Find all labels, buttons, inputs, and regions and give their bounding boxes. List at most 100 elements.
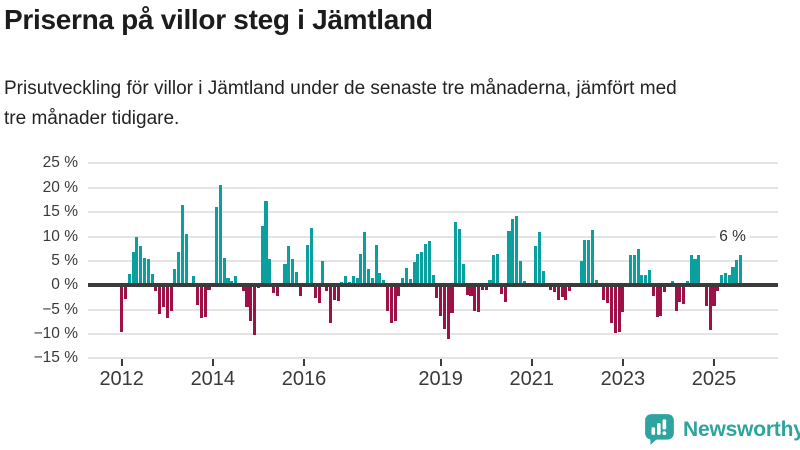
bar-2017-7 [370, 277, 374, 286]
x-axis-label: 2014 [190, 368, 236, 390]
bar-2021-3 [537, 231, 541, 286]
bar-2020-8 [511, 219, 515, 286]
y-axis-label: 25 % [42, 154, 78, 172]
bar-2013-6 [184, 234, 188, 286]
bar-2023-5 [636, 248, 640, 286]
bar-2018-12 [435, 285, 439, 299]
bar-2015-6 [275, 285, 279, 297]
bar-2012-1 [120, 285, 124, 332]
bar-2023-8 [647, 270, 652, 286]
gridline-10 [88, 235, 778, 238]
bar-2014-7 [234, 276, 238, 286]
x-axis-label: 2019 [418, 368, 463, 390]
page-subtitle: Prisutveckling för villor i Jämtland und… [4, 78, 677, 129]
bar-2024-12 [708, 285, 712, 330]
bar-2013-1 [165, 285, 169, 319]
bar-2022-6 [594, 280, 598, 286]
bar-2023-3 [632, 254, 636, 286]
zero-axis-line [88, 283, 778, 288]
gridline--10 [88, 333, 778, 336]
bar-2012-8 [146, 259, 150, 286]
bar-2022-4 [587, 239, 591, 286]
bar-2017-11 [385, 285, 390, 312]
bar-2020-4 [496, 253, 500, 286]
x-tick-2019 [439, 359, 442, 366]
bar-2020-2 [488, 280, 492, 286]
bar-2014-12 [253, 285, 257, 335]
bar-2021-6 [549, 285, 553, 290]
bar-2020-7 [507, 231, 511, 286]
bar-2019-12 [480, 285, 484, 291]
bar-2018-9 [423, 243, 427, 286]
bar-2024-3 [674, 285, 678, 312]
bar-2016-9 [332, 285, 336, 301]
gridline-25 [88, 162, 778, 165]
bar-2018-2 [397, 285, 401, 297]
bar-2013-5 [180, 204, 184, 286]
x-tick-2023 [621, 359, 624, 366]
bar-2019-6 [458, 229, 462, 286]
page-title: Priserna på villor steg i Jämtland [4, 4, 433, 35]
bar-2015-6 [298, 285, 302, 297]
bar-2013-10 [199, 285, 203, 318]
bar-2023-12 [663, 285, 667, 292]
bar-2014-9 [241, 285, 245, 292]
bar-2016-4 [313, 285, 317, 298]
bar-2014-5 [226, 277, 230, 286]
bar-2019-5 [454, 221, 458, 286]
bar-2019-7 [461, 263, 465, 286]
bar-2025-1 [712, 285, 716, 307]
brand-logo: Newsworthy [644, 413, 800, 446]
bar-2022-12 [617, 285, 621, 333]
bar-2023-10 [655, 285, 659, 317]
bar-2022-5 [590, 230, 595, 286]
bar-2014-2 [215, 207, 219, 286]
bar-2014-4 [222, 257, 226, 286]
bar-2016-8 [328, 285, 333, 323]
bar-2019-11 [477, 285, 481, 313]
bar-2025-2 [716, 285, 720, 291]
bar-2020-3 [492, 254, 496, 286]
bar-2023-3 [628, 254, 633, 286]
bar-2015-4 [291, 258, 295, 286]
bar-2018-6 [412, 262, 416, 286]
gridline-20 [88, 186, 778, 189]
bar-2024-5 [682, 285, 686, 304]
gridline-5 [88, 259, 778, 262]
bar-2020-6 [503, 285, 507, 302]
bar-2024-2 [670, 280, 674, 286]
x-tick-2025 [713, 359, 716, 366]
x-tick-2014 [211, 359, 214, 366]
bar-2012-2 [123, 285, 128, 299]
bar-2013-11 [203, 285, 207, 317]
bar-2021-2 [534, 245, 538, 286]
bar-2016-10 [336, 285, 340, 301]
bar-2025-3 [727, 275, 731, 286]
x-tick-2021 [530, 359, 533, 366]
y-axis-label: 15 % [42, 203, 78, 221]
bar-2017-3 [355, 278, 359, 286]
bar-2021-10 [564, 285, 568, 300]
bar-2017-2 [351, 276, 355, 286]
newsworthy-logo-icon [645, 414, 674, 445]
bar-2023-6 [644, 275, 648, 286]
bar-2017-6 [366, 269, 371, 286]
bar-2012-12 [161, 285, 165, 307]
bar-2024-2 [685, 280, 689, 286]
y-axis-label: −5 % [42, 300, 78, 318]
gridline--5 [88, 308, 778, 311]
bar-2018-4 [404, 268, 409, 286]
bar-2018-7 [416, 254, 420, 286]
bar-2019-4 [450, 285, 454, 314]
bar-2015-11 [294, 271, 298, 286]
x-tick-2016 [302, 359, 305, 366]
bar-2015-9 [287, 245, 291, 286]
x-tick-2012 [120, 359, 123, 366]
bar-2016-7 [325, 285, 329, 292]
bar-2019-3 [446, 285, 450, 339]
bar-2012-7 [142, 258, 147, 286]
bar-2017-10 [382, 280, 386, 286]
last-value-annotation: 6 % [715, 227, 750, 246]
